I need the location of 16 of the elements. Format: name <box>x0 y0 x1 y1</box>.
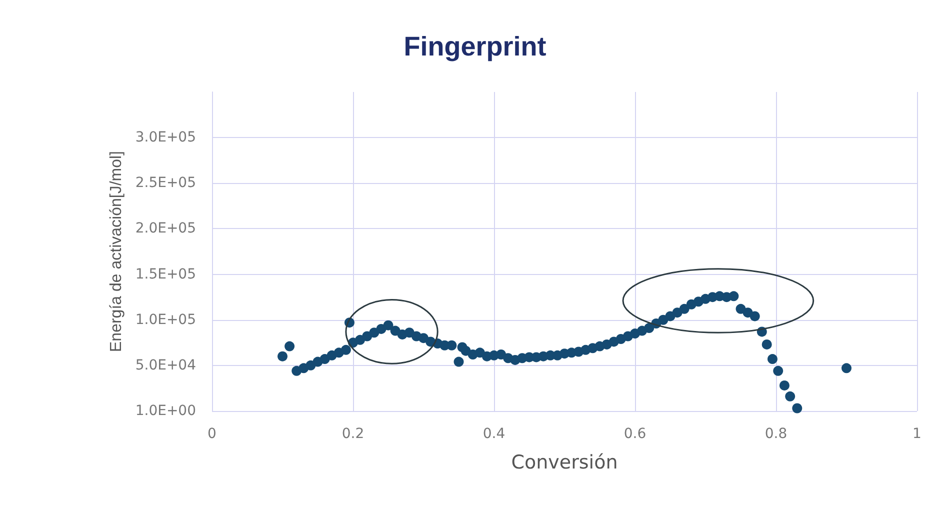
y-axis-title: Energía de activación[J/mol] <box>108 151 125 352</box>
y-tick-label: 5.0E+04 <box>135 357 196 374</box>
x-tick-label: 0.6 <box>624 426 646 442</box>
y-tick-label: 3.0E+05 <box>135 130 196 146</box>
x-tick-label: 0.4 <box>482 426 506 442</box>
y-tick-label: 2.5E+05 <box>135 175 196 192</box>
y-tick-label: 1.5E+05 <box>135 266 196 282</box>
x-tick-label: 0.8 <box>764 426 788 442</box>
x-tick-label: 0 <box>208 426 216 442</box>
chart-title: Fingerprint <box>404 32 546 62</box>
y-tick-label: 1.0E+05 <box>135 312 196 328</box>
x-axis-title: Conversión <box>511 452 618 474</box>
x-tick-label: 0.2 <box>342 426 364 442</box>
x-tick-label: 1 <box>912 426 922 442</box>
y-tick-label: 2.0E+05 <box>135 220 196 237</box>
y-tick-label: 1.0E+00 <box>135 403 196 419</box>
